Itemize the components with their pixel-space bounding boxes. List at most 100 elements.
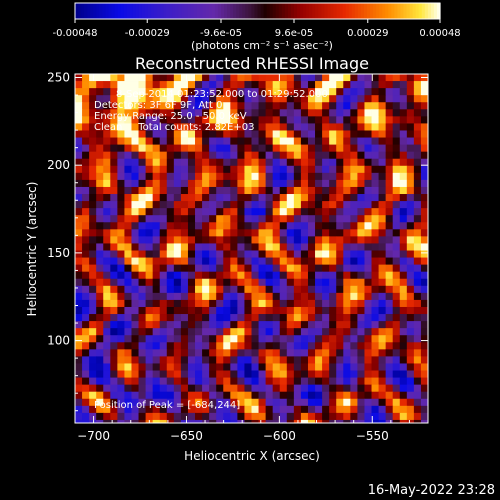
heatmap-cell — [159, 278, 168, 287]
heatmap-cell — [145, 243, 154, 251]
heatmap-cell — [336, 321, 344, 329]
heatmap-cell — [124, 419, 132, 423]
heatmap-cell — [399, 88, 408, 96]
heatmap-cell — [307, 215, 316, 223]
heatmap-cell — [399, 215, 408, 223]
heatmap-cell — [378, 236, 387, 244]
heatmap-cell — [357, 412, 365, 421]
heatmap-cell — [209, 186, 217, 195]
heatmap-cell — [96, 370, 104, 378]
heatmap-cell — [343, 201, 351, 209]
heatmap-cell — [420, 215, 428, 223]
heatmap-cell — [392, 285, 401, 294]
heatmap-cell — [223, 137, 231, 145]
heatmap-cell — [223, 257, 231, 266]
heatmap-cell — [145, 109, 154, 117]
heatmap-cell — [152, 257, 161, 266]
heatmap-cell — [378, 186, 387, 195]
heatmap-cell — [293, 405, 302, 414]
heatmap-cell — [300, 384, 309, 393]
heatmap-cell — [166, 179, 175, 188]
heatmap-cell — [399, 144, 408, 153]
heatmap-cell — [152, 186, 161, 195]
heatmap-cell — [357, 292, 365, 301]
heatmap-cell — [336, 405, 344, 414]
heatmap-cell — [258, 356, 267, 364]
heatmap-cell — [413, 179, 422, 188]
heatmap-cell — [75, 123, 83, 131]
heatmap-cell — [350, 208, 358, 216]
heatmap-cell — [82, 285, 90, 294]
colorbar-segment — [230, 3, 234, 19]
heatmap-cell — [138, 165, 146, 174]
heatmap-cell — [251, 271, 259, 280]
heatmap-cell — [357, 81, 365, 89]
heatmap-cell — [371, 321, 379, 329]
heatmap-cell — [187, 151, 196, 160]
heatmap-cell — [293, 151, 302, 160]
heatmap-cell — [145, 201, 154, 209]
heatmap-cell — [223, 236, 231, 244]
heatmap-cell — [138, 186, 146, 195]
heatmap-cell — [336, 81, 344, 89]
heatmap-cell — [96, 208, 104, 216]
heatmap-cell — [307, 285, 316, 294]
heatmap-cell — [385, 229, 394, 237]
heatmap-cell — [180, 349, 189, 357]
heatmap-cell — [75, 398, 83, 407]
heatmap-cell — [202, 292, 210, 301]
heatmap-cell — [138, 384, 146, 393]
heatmap-cell — [216, 278, 224, 287]
heatmap-cell — [202, 363, 210, 371]
heatmap-cell — [322, 250, 330, 258]
heatmap-cell — [399, 328, 408, 336]
heatmap-cell — [378, 292, 387, 301]
heatmap-cell — [413, 278, 422, 287]
heatmap-cell — [216, 236, 224, 244]
heatmap-cell — [371, 328, 379, 336]
heatmap-cell — [187, 321, 196, 329]
heatmap-cell — [216, 179, 224, 188]
heatmap-cell — [420, 208, 428, 216]
heatmap-cell — [209, 356, 217, 364]
heatmap-cell — [265, 370, 274, 378]
heatmap-cell — [216, 405, 224, 414]
heatmap-cell — [117, 222, 125, 230]
colorbar-segment — [163, 3, 167, 19]
heatmap-cell — [307, 123, 316, 131]
heatmap-cell — [131, 264, 139, 273]
heatmap-cell — [364, 208, 372, 216]
heatmap-cell — [322, 172, 330, 181]
heatmap-cell — [124, 165, 132, 174]
heatmap-cell — [230, 257, 238, 266]
heatmap-cell — [244, 109, 252, 117]
heatmap-cell — [286, 419, 295, 423]
heatmap-cell — [195, 356, 203, 364]
heatmap-cell — [209, 299, 217, 308]
heatmap-cell — [378, 328, 387, 336]
heatmap-cell — [413, 264, 422, 273]
heatmap-cell — [307, 278, 316, 287]
heatmap-cell — [364, 419, 372, 423]
heatmap-cell — [145, 398, 154, 407]
heatmap-cell — [187, 229, 196, 237]
heatmap-cell — [279, 186, 288, 195]
heatmap-cell — [364, 123, 372, 131]
heatmap-cell — [371, 172, 379, 181]
heatmap-cell — [223, 158, 231, 167]
heatmap-cell — [251, 74, 259, 82]
heatmap-cell — [357, 130, 365, 138]
heatmap-cell — [272, 236, 281, 244]
heatmap-cell — [293, 137, 302, 145]
heatmap-cell — [237, 384, 245, 393]
heatmap-cell — [223, 179, 231, 188]
heatmap-cell — [124, 363, 132, 371]
heatmap-cell — [195, 370, 203, 378]
heatmap-cell — [195, 264, 203, 273]
heatmap-cell — [350, 370, 358, 378]
heatmap-cell — [392, 74, 401, 82]
heatmap-cell — [364, 356, 372, 364]
heatmap-cell — [187, 88, 196, 96]
colorbar-segment — [266, 3, 271, 19]
heatmap-cell — [244, 165, 252, 174]
